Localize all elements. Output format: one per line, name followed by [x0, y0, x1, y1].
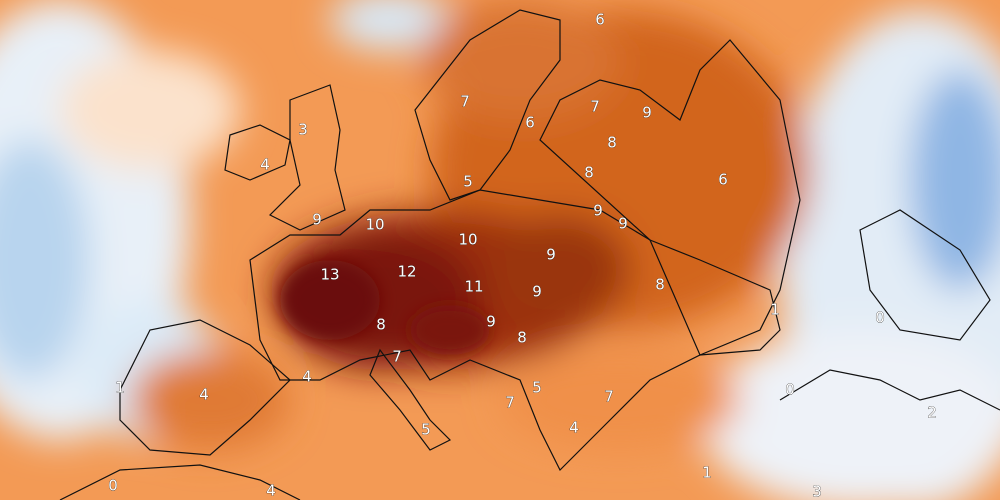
anomaly-label: 13 [320, 266, 339, 284]
anomaly-label: 7 [460, 93, 470, 111]
anomaly-label: 10 [458, 231, 477, 249]
anomaly-label: 1 [702, 464, 712, 482]
anomaly-label: 8 [655, 276, 665, 294]
anomaly-label: 4 [199, 386, 209, 404]
anomaly-label: 9 [642, 104, 652, 122]
anomaly-label: 7 [392, 348, 402, 366]
anomaly-label: 6 [595, 11, 605, 29]
anomaly-label: 3 [298, 121, 308, 139]
anomaly-label: 9 [486, 313, 496, 331]
anomaly-label: 10 [365, 216, 384, 234]
anomaly-label: 8 [376, 316, 386, 334]
anomaly-label: 5 [421, 421, 431, 439]
anomaly-label: 5 [463, 173, 473, 191]
anomaly-label: 4 [266, 482, 276, 500]
coastlines [59, 9, 1000, 500]
anomaly-label: 1 [770, 301, 780, 319]
anomaly-label: 12 [397, 263, 416, 281]
anomaly-label: 11 [464, 278, 483, 296]
anomaly-label: 7 [505, 394, 515, 412]
anomaly-label: 0 [785, 381, 795, 399]
anomaly-label: 0 [108, 477, 118, 495]
anomaly-label: 7 [604, 388, 614, 406]
anomaly-label: 4 [260, 156, 270, 174]
anomaly-label: 9 [593, 202, 603, 220]
anomaly-label: 6 [718, 171, 728, 189]
anomaly-label: 3 [812, 483, 822, 500]
anomaly-label: 7 [590, 98, 600, 116]
anomaly-label: 0 [875, 309, 885, 327]
anomaly-label: 2 [927, 404, 937, 422]
anomaly-label: 9 [312, 211, 322, 229]
anomaly-label: 5 [532, 379, 542, 397]
anomaly-label: 8 [584, 164, 594, 182]
anomaly-label: 9 [532, 283, 542, 301]
anomaly-label: 1 [115, 379, 125, 397]
anomaly-core [280, 260, 490, 355]
anomaly-label: 9 [618, 215, 628, 233]
anomaly-label: 4 [302, 368, 312, 386]
anomaly-label: 9 [546, 246, 556, 264]
anomaly-label: 8 [607, 134, 617, 152]
anomaly-label: 6 [525, 114, 535, 132]
anomaly-label: 8 [517, 329, 527, 347]
anomaly-label: 4 [569, 419, 579, 437]
